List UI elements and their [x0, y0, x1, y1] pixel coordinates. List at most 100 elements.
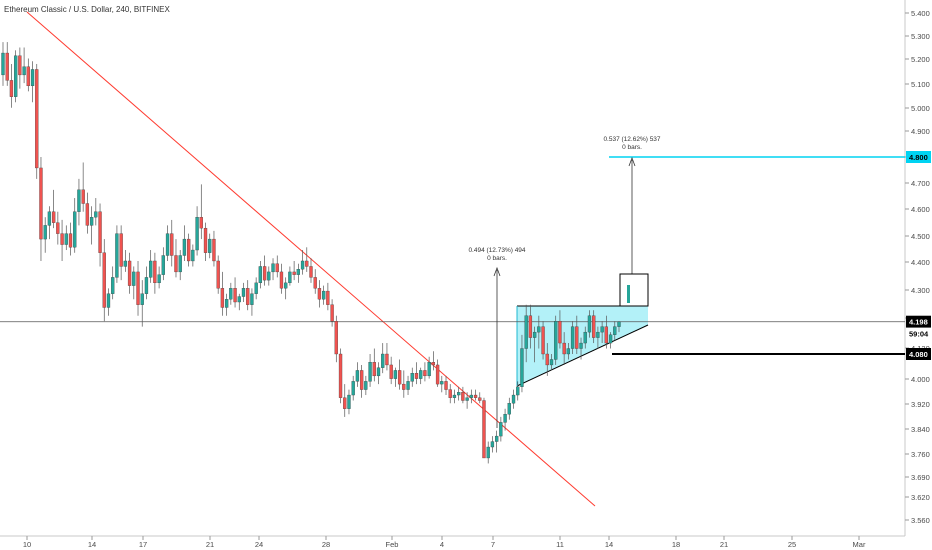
price-tick-label: 3.560: [911, 516, 930, 525]
candle-body: [186, 238, 191, 262]
candle-up: [149, 250, 153, 283]
candle-down: [334, 315, 338, 363]
candle-up: [355, 362, 360, 387]
candle-body: [73, 211, 77, 248]
candle-up: [419, 367, 423, 385]
candle-up: [440, 375, 444, 393]
candle-body: [478, 397, 482, 401]
candle-up: [554, 315, 558, 365]
candle-up: [486, 441, 490, 464]
candle-body: [288, 271, 292, 284]
time-tick-label: 11: [556, 540, 564, 549]
time-tick-label: 14: [88, 540, 96, 549]
candle-body: [516, 386, 520, 396]
support-price-tag: 4.080: [906, 348, 931, 360]
candle-down: [292, 260, 296, 281]
candle-body: [68, 233, 73, 248]
candle-body: [368, 362, 372, 382]
price-tick-label: 3.620: [911, 493, 930, 502]
candle-up: [254, 277, 258, 300]
candle-body: [14, 55, 18, 97]
candle-body: [85, 203, 90, 226]
time-tick-label: 18: [672, 540, 680, 549]
candle-body: [132, 271, 136, 286]
candle-body: [355, 370, 360, 382]
candle-up: [600, 321, 604, 344]
candle-body: [448, 389, 452, 398]
price-axis[interactable]: 5.400 5.300 5.200 5.100 5.000 4.900 4.800 4.700…: [904, 0, 930, 536]
candle-up: [1, 42, 5, 86]
candle-body: [482, 400, 486, 459]
candle-up: [208, 233, 212, 259]
candle-down: [431, 351, 436, 371]
candle-body: [64, 233, 68, 245]
candle-down: [18, 47, 22, 89]
candles: [1, 42, 621, 464]
candle-up: [570, 321, 575, 354]
candle-up: [106, 288, 111, 316]
candle-body: [554, 321, 558, 360]
candle-body: [136, 271, 140, 305]
candle-body: [22, 66, 26, 76]
candle-down: [127, 252, 132, 294]
candle-up: [532, 326, 537, 363]
candle-down: [203, 222, 208, 261]
candle-body: [613, 326, 617, 335]
candle-up: [111, 266, 115, 300]
candle-body: [77, 189, 81, 212]
candle-body: [81, 189, 85, 204]
candle-body: [617, 321, 621, 327]
candle-body: [250, 293, 254, 305]
candle-up: [140, 280, 144, 327]
support-price-tag-text: 4.080: [909, 350, 928, 359]
candle-up: [144, 266, 149, 300]
candle-body: [511, 394, 516, 404]
candle-down: [402, 370, 406, 398]
candle-up: [520, 334, 524, 393]
candle-body: [499, 422, 503, 437]
candle-down: [604, 315, 608, 349]
measure-label-1: 0.494 (12.73%) 494: [468, 247, 525, 254]
price-tick-label: 4.900: [911, 127, 930, 136]
candle-body: [532, 331, 537, 338]
candle-down: [35, 63, 39, 179]
countdown-tag: 59:04: [906, 327, 931, 340]
candle-body: [330, 304, 334, 322]
candle-body: [178, 255, 182, 273]
candle-up: [351, 375, 355, 401]
candle-down: [186, 233, 191, 267]
time-axis[interactable]: 10 14 17 21 24 28 Feb 4 7 11 14 18 21 25 Mar: [0, 535, 905, 549]
measure-arrowhead-1: [493, 266, 501, 277]
candle-down: [359, 364, 364, 398]
measure-label-2: 0.537 (12.62%) 537: [603, 136, 660, 143]
candle-body: [381, 353, 385, 368]
price-tick-label: 4.300: [911, 286, 930, 295]
price-tick-label: 3.920: [911, 400, 930, 409]
candle-body: [457, 392, 461, 396]
candle-up: [494, 430, 499, 453]
candle-up: [368, 354, 372, 387]
price-tick-label: 4.400: [911, 258, 930, 267]
candle-up: [22, 47, 26, 84]
candle-down: [444, 375, 448, 396]
candle-body: [579, 342, 583, 349]
price-tick-label: 5.400: [911, 9, 930, 18]
candle-up: [284, 277, 288, 300]
candle-body: [94, 211, 98, 218]
candle-up: [77, 178, 81, 226]
candle-up: [258, 260, 263, 289]
candle-body: [541, 326, 545, 355]
candle-body: [566, 348, 571, 355]
candle-up: [271, 258, 275, 281]
candle-down: [326, 282, 330, 311]
candle-body: [461, 392, 465, 401]
candle-body: [322, 290, 326, 300]
candle-body: [359, 370, 364, 390]
candle-body: [9, 80, 14, 97]
candle-down: [102, 239, 106, 322]
candle-body: [258, 266, 263, 284]
candle-body: [583, 331, 587, 344]
candle-down: [372, 348, 376, 382]
candle-body: [233, 288, 237, 303]
